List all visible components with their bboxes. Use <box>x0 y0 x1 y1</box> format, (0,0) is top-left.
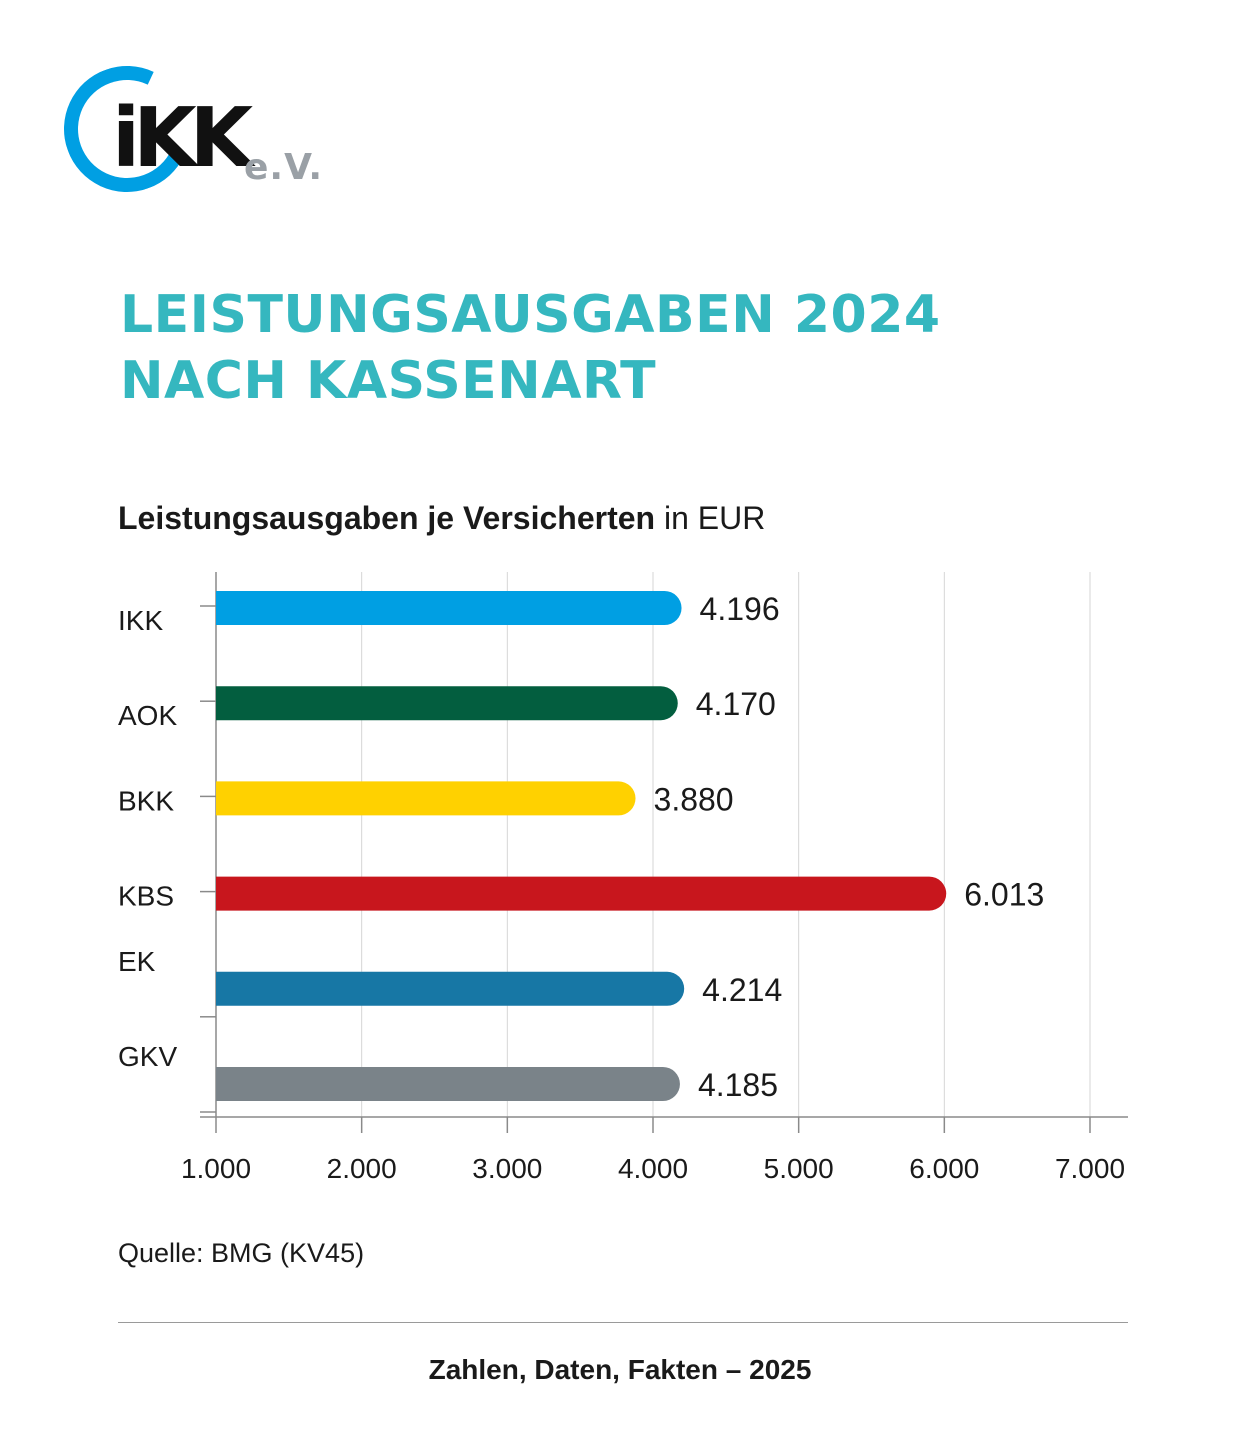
title-line-2: NACH KASSENART <box>120 351 657 411</box>
source-note: Quelle: BMG (KV45) <box>118 1238 365 1268</box>
page-title: LEISTUNGSAUSGABEN 2024 NACH KASSENART <box>120 282 941 414</box>
data-label: 3.880 <box>654 781 734 817</box>
data-label: 4.185 <box>698 1067 778 1103</box>
subtitle-bold: Leistungsausgaben je Versicherten <box>118 500 656 536</box>
data-label: 4.170 <box>696 686 776 722</box>
bar-bkk <box>216 781 636 816</box>
x-tick-label: 6.000 <box>909 1153 979 1184</box>
chart-subtitle: Leistungsausgaben je Versicherten in EUR <box>118 500 765 537</box>
data-label: 6.013 <box>964 877 1044 913</box>
x-tick-label: 4.000 <box>618 1153 688 1184</box>
ikk-logo: iKK e.V. <box>46 48 340 210</box>
category-label: IKK <box>118 605 163 636</box>
footer-divider <box>118 1322 1128 1323</box>
chart-svg: 1.000 2.000 3.000 4.000 5.000 6.000 7.000 IKK 4.… <box>118 572 1128 1184</box>
category-label: BKK <box>118 785 174 816</box>
category-label: GKV <box>118 1041 177 1072</box>
bar-kbs <box>216 876 947 911</box>
title-line-1: LEISTUNGSAUSGABEN 2024 <box>120 285 941 345</box>
footer-text: Zahlen, Daten, Fakten – 2025 <box>428 1354 812 1385</box>
category-label: EK <box>118 946 156 977</box>
x-tick-label: 1.000 <box>181 1153 251 1184</box>
category-label: AOK <box>118 700 177 731</box>
data-label: 4.214 <box>702 972 782 1008</box>
x-tick-label: 5.000 <box>764 1153 834 1184</box>
bar-aok <box>216 686 678 721</box>
bar-gkv <box>216 1067 680 1101</box>
subtitle-unit: in EUR <box>663 500 766 536</box>
bar-chart: 1.000 2.000 3.000 4.000 5.000 6.000 7.000 IKK 4.… <box>0 560 1240 1200</box>
x-tick-label: 2.000 <box>327 1153 397 1184</box>
logo-suffix: e.V. <box>244 147 323 188</box>
bar-ek <box>216 971 685 1006</box>
logo-wordmark: iKK <box>112 91 253 186</box>
x-tick-label: 3.000 <box>472 1153 542 1184</box>
bar-ikk <box>216 591 682 625</box>
category-label: KBS <box>118 881 174 912</box>
data-label: 4.196 <box>700 591 780 627</box>
x-tick-label: 7.000 <box>1055 1153 1125 1184</box>
